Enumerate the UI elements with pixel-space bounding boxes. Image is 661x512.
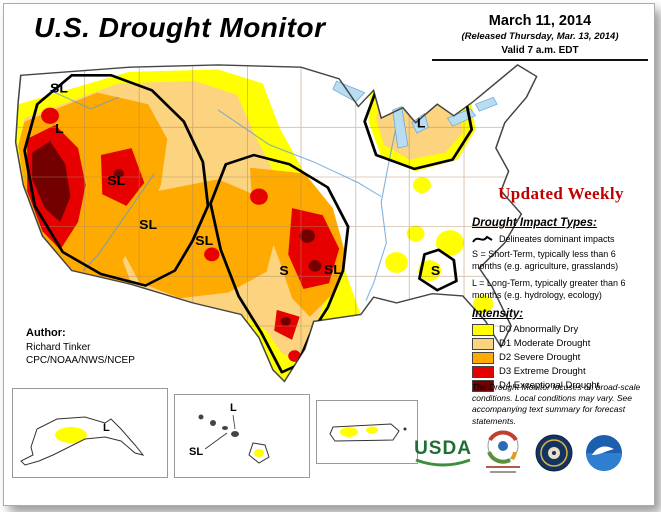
- impact-line-icon: [472, 235, 493, 243]
- commerce-seal-icon: [535, 434, 573, 472]
- alaska-inset: L: [12, 388, 168, 478]
- legend-row: D1 Moderate Drought: [472, 337, 650, 350]
- legend-panel: Updated Weekly Drought Impact Types: Del…: [472, 184, 650, 394]
- noaa-icon: [586, 435, 622, 471]
- puerto-rico-map: [329, 423, 407, 442]
- short-term-note: S = Short-Term, typically less than 6 mo…: [472, 249, 619, 271]
- hawaii-short-long-label: SL: [189, 446, 203, 458]
- hawaii-long-label: L: [230, 402, 237, 414]
- usda-logo: USDA: [414, 439, 472, 468]
- d0-swatch: [472, 323, 494, 336]
- author-org: CPC/NOAA/NWS/NCEP: [26, 355, 135, 367]
- map-label: L: [55, 122, 64, 136]
- conus-map: SL L SL SL SL S SL S L: [14, 64, 538, 383]
- drought-d4-layer: [32, 141, 322, 326]
- ndmc-logo: [482, 428, 524, 478]
- legend-row: D0 Abnormally Dry: [472, 323, 650, 336]
- map-label: SL: [195, 234, 213, 248]
- d1-swatch: [472, 337, 494, 350]
- noaa-logo: [584, 433, 624, 473]
- agency-logos: USDA: [414, 424, 650, 482]
- map-date: March 11, 2014: [488, 13, 592, 29]
- legend-row: D3 Extreme Drought: [472, 365, 650, 378]
- commerce-seal: [534, 433, 574, 473]
- map-label: SL: [107, 174, 125, 188]
- map-label: S: [431, 264, 440, 278]
- hawaii-map: L SL: [189, 402, 270, 464]
- d2-swatch: [472, 351, 494, 364]
- map-label: SL: [50, 81, 68, 95]
- release-date: (Released Thursday, Mar. 13, 2014): [461, 31, 619, 42]
- map-label: SL: [139, 218, 157, 232]
- drought-mitigation-center-icon: [486, 430, 520, 473]
- delineates-label: Delineates dominant impacts: [499, 234, 615, 244]
- legend-row: D2 Severe Drought: [472, 351, 650, 364]
- map-label: L: [417, 116, 426, 130]
- map-label: S: [279, 264, 288, 278]
- author-label: Author:: [26, 327, 66, 339]
- d4-swatch: [472, 379, 494, 392]
- intensity-legend: D0 Abnormally Dry D1 Moderate Drought D2…: [472, 323, 650, 392]
- date-block: March 11, 2014 (Released Thursday, Mar. …: [432, 13, 648, 56]
- usda-swoosh-icon: [415, 458, 471, 466]
- d0-label: D0 Abnormally Dry: [499, 324, 579, 336]
- puerto-rico-inset: [316, 400, 418, 464]
- us-outline: [14, 64, 538, 383]
- disclaimer-text: The Drought Monitor focuses on broad-sca…: [472, 382, 641, 426]
- header-divider: [432, 59, 648, 61]
- delineates-row: Delineates dominant impacts: [472, 233, 650, 245]
- updated-weekly: Updated Weekly: [498, 184, 624, 203]
- d3-label: D3 Extreme Drought: [499, 366, 586, 378]
- impact-types-heading: Drought Impact Types:: [472, 217, 597, 229]
- rivers: [49, 89, 398, 301]
- d4-label: D4 Exceptional Drought: [499, 380, 600, 392]
- d1-label: D1 Moderate Drought: [499, 338, 591, 350]
- alaska-impact-label: L: [103, 422, 110, 434]
- author-name: Richard Tinker: [26, 342, 91, 354]
- usda-wordmark: USDA: [414, 437, 472, 459]
- hawaii-inset: L SL: [174, 394, 310, 478]
- drought-monitor-page: U.S. Drought Monitor March 11, 2014 (Rel…: [3, 3, 655, 506]
- map-label: SL: [324, 263, 342, 277]
- d3-swatch: [472, 365, 494, 378]
- state-borders: [15, 64, 537, 382]
- author-block: Author: Richard Tinker CPC/NOAA/NWS/NCEP: [26, 326, 135, 367]
- legend-row: D4 Exceptional Drought: [472, 379, 650, 392]
- page-title: U.S. Drought Monitor: [34, 12, 326, 43]
- d2-label: D2 Severe Drought: [499, 352, 581, 364]
- intensity-heading: Intensity:: [472, 307, 524, 320]
- long-term-note: L = Long-Term, typically greater than 6 …: [472, 278, 626, 301]
- alaska-map: L: [20, 416, 145, 466]
- valid-time: Valid 7 a.m. EDT: [501, 45, 579, 56]
